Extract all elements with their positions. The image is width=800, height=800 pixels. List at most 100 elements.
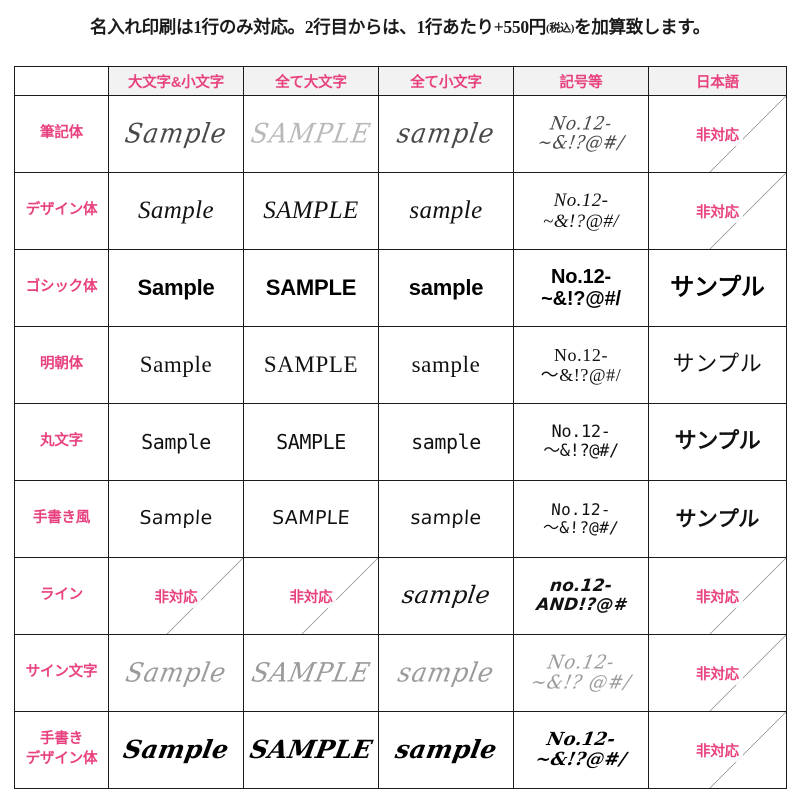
cell-all-upper: SAMPLE: [243, 326, 379, 404]
cell-all-lower: sample: [378, 634, 514, 712]
cell-upper-lower: Sample: [108, 403, 244, 481]
cell-upper-lower: Sample: [108, 326, 244, 404]
sample-text: sample: [395, 656, 497, 688]
cell-all-upper: SAMPLE: [243, 172, 379, 250]
cell-symbols: No.12- ~&!?@#/: [513, 172, 649, 250]
cell-all-lower: sample: [378, 95, 514, 173]
sample-text: サンプル: [670, 274, 765, 302]
row-label-1: 筆記体: [14, 95, 109, 173]
sample-text: SAMPLE: [249, 656, 374, 688]
table-row: 丸文字 Sample SAMPLE sample No.12- 〜&!?@#/ サンプル: [14, 403, 787, 481]
font-sample-table-wrap: 大文字&小文字 全て大文字 全て小文字 記号等 日本語 筆記体 Sample SAM…: [14, 66, 787, 789]
cell-japanese: 非対応: [648, 634, 787, 712]
row-label-text: ゴシック体: [25, 279, 98, 296]
row-label-text: デザイン体: [25, 202, 98, 219]
row-label-text: 筆記体: [40, 125, 83, 142]
row-label-text: サイン文字: [25, 664, 98, 681]
sample-text: Sample: [138, 507, 214, 530]
row-label-line1: 手書き: [40, 731, 83, 748]
cell-symbols: No.12- 〜&!?@#/: [513, 403, 649, 481]
cell-symbols: No.12- 〜&!?@#/: [513, 326, 649, 404]
not-supported-label: 非対応: [692, 584, 743, 608]
sample-symbols-line2: 〜&!?@#/: [540, 365, 622, 385]
cell-symbols: No.12- ~&!?@#/: [513, 249, 649, 327]
sample-symbols-line2: ~&!? @#/: [528, 671, 634, 694]
column-header-upper-lower: 大文字&小文字: [108, 66, 244, 96]
row-label-6: 手書き風: [14, 480, 109, 558]
cell-japanese: サンプル: [648, 326, 787, 404]
sample-text: Sample: [141, 429, 211, 454]
sample-symbols-line1: No.12-: [553, 344, 609, 365]
table-body: 筆記体 Sample SAMPLE sample No.12- ~&!?@#/非対応 デザイ…: [14, 95, 787, 789]
cell-japanese: サンプル: [648, 480, 787, 558]
table-row: サイン文字 Sample SAMPLE sample No.12- ~&!? @#/ 非対応: [14, 634, 787, 712]
sample-text: サンプル: [674, 506, 761, 531]
cell-all-upper: 非対応: [243, 557, 379, 635]
sample-text: SAMPLE: [265, 275, 357, 301]
page-note: 名入れ印刷は1行のみ対応。2行目からは、1行あたり+550円(税込)を加算致しま…: [0, 14, 800, 39]
sample-symbols-line2: ~&!?@#/: [541, 288, 621, 310]
table-row: 筆記体 Sample SAMPLE sample No.12- ~&!?@#/ 非対応: [14, 95, 787, 173]
not-supported-label: 非対応: [692, 738, 743, 762]
cell-upper-lower: Sample: [108, 95, 244, 173]
row-label-text: 手書き風: [32, 510, 91, 527]
note-text-after: を加算致します。: [574, 17, 710, 37]
note-tax-paren: (税込): [545, 22, 575, 35]
cell-upper-lower: Sample: [108, 249, 244, 327]
sample-text: SAMPLE: [248, 117, 374, 149]
cell-all-upper: SAMPLE: [243, 249, 379, 327]
row-label-8: サイン文字: [14, 634, 109, 712]
sample-text: サンプル: [674, 429, 761, 455]
cell-all-lower: sample: [378, 249, 514, 327]
table-corner-cell: [14, 66, 109, 96]
table-row: 手書き風 Sample SAMPLE sample No.12- 〜&!?@#/ サンプル: [14, 480, 787, 558]
cell-all-upper: SAMPLE: [243, 95, 379, 173]
column-header-symbols: 記号等: [513, 66, 649, 96]
column-header-all-upper: 全て大文字: [243, 66, 379, 96]
sample-symbols-line1: no.12-: [548, 575, 614, 596]
sample-symbols-line1: No.12-: [551, 265, 611, 288]
table-row: 手書き デザイン体 Sample SAMPLE sample No.12- ~&!?@#/ 非…: [14, 711, 787, 789]
sample-text: sample: [411, 429, 481, 454]
font-sample-table: 大文字&小文字 全て大文字 全て小文字 記号等 日本語 筆記体 Sample SAM…: [14, 66, 787, 789]
sample-text: SAMPLE: [276, 429, 346, 454]
cell-japanese: サンプル: [648, 403, 787, 481]
cell-japanese: 非対応: [648, 711, 787, 789]
not-supported-label: 非対応: [692, 661, 743, 685]
sample-symbols-line2: ~&!?@#/: [533, 749, 629, 770]
sample-symbols-line2: 〜&!?@#/: [543, 441, 619, 461]
sample-symbols-line2: AND!?@#: [535, 595, 627, 615]
row-label-text: 明朝体: [40, 356, 83, 373]
sample-text: Sample: [139, 351, 213, 377]
sample-text: Sample: [122, 117, 230, 149]
not-supported-label: 非対応: [285, 584, 337, 608]
cell-japanese: 非対応: [648, 172, 787, 250]
sample-text: SAMPLE: [247, 734, 375, 764]
cell-all-lower: sample: [378, 480, 514, 558]
cell-japanese: サンプル: [648, 249, 787, 327]
cell-upper-lower: Sample: [108, 172, 244, 250]
row-label-4: 明朝体: [14, 326, 109, 404]
sample-text: Sample: [121, 734, 232, 764]
cell-all-upper: SAMPLE: [243, 403, 379, 481]
sample-symbols-line1: No.12-: [550, 500, 612, 520]
cell-all-lower: sample: [378, 326, 514, 404]
not-supported-label: 非対応: [692, 199, 743, 223]
cell-all-upper: SAMPLE: [243, 634, 379, 712]
table-row: デザイン体 Sample SAMPLE sample No.12- ~&!?@#/ 非対応: [14, 172, 787, 250]
row-label-2: デザイン体: [14, 172, 109, 250]
note-text-before: 名入れ印刷は1行のみ対応。2行目からは、1行あたり+550円: [90, 17, 546, 37]
sample-text: Sample: [123, 656, 230, 688]
cell-symbols: no.12- AND!?@#: [513, 557, 649, 635]
sample-symbols-line2: ~&!?@#/: [536, 132, 627, 154]
sample-text: SAMPLE: [263, 351, 359, 377]
cell-upper-lower: 非対応: [108, 557, 244, 635]
sample-text: Sample: [137, 275, 215, 301]
column-header-japanese: 日本語: [648, 66, 787, 96]
sample-text: sample: [394, 117, 498, 149]
cell-symbols: No.12- ~&!?@#/: [513, 95, 649, 173]
not-supported-label: 非対応: [150, 584, 202, 608]
cell-upper-lower: Sample: [108, 480, 244, 558]
not-supported-label: 非対応: [692, 122, 743, 146]
table-header-row: 大文字&小文字 全て大文字 全て小文字 記号等 日本語: [14, 66, 787, 96]
